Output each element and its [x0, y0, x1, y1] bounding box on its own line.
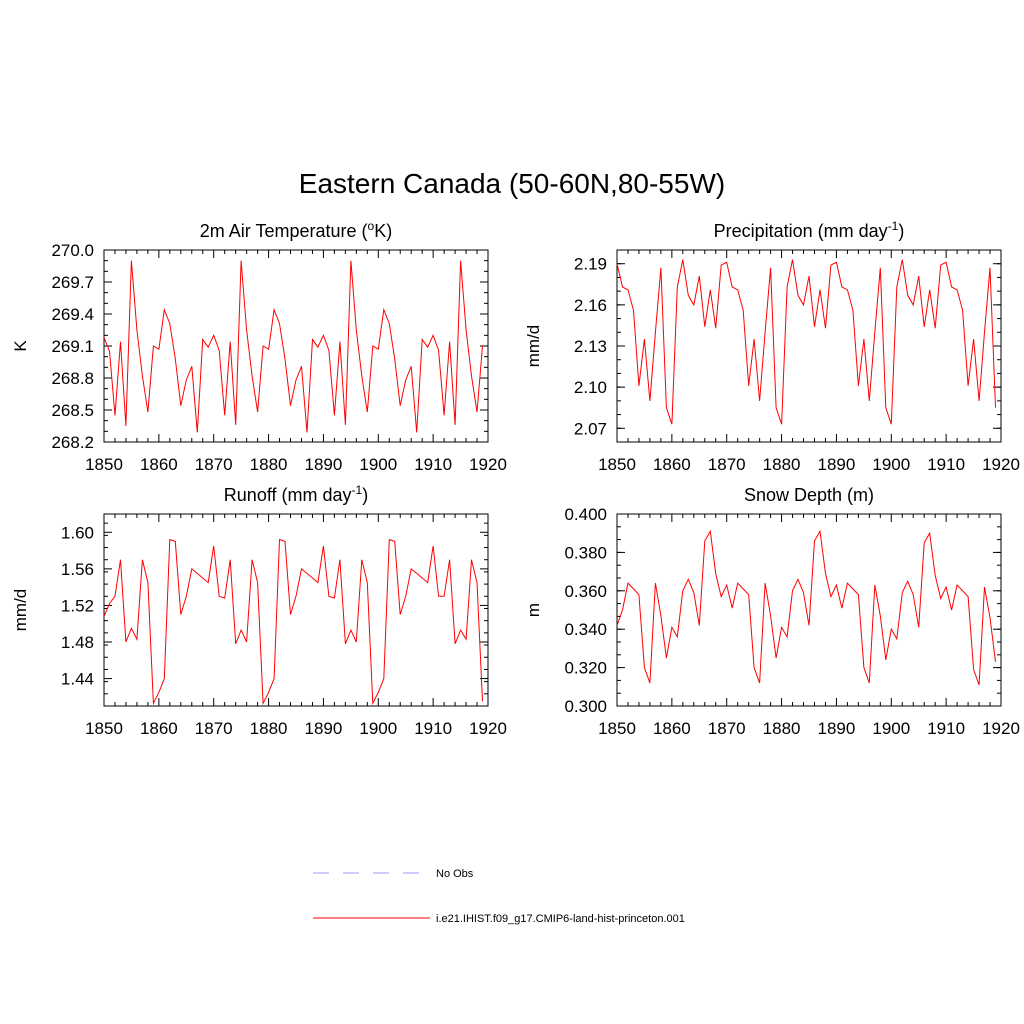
x-tick-label: 1910 — [927, 719, 965, 738]
panel-title-tail: ) — [362, 485, 368, 505]
x-tick-label: 1860 — [140, 719, 178, 738]
x-tick-label: 1880 — [250, 719, 288, 738]
x-tick-label: 1860 — [653, 719, 691, 738]
plot-frame — [616, 513, 1002, 707]
y-tick-label: 2.13 — [574, 337, 607, 356]
series-line — [616, 529, 996, 686]
x-tick-label: 1850 — [598, 455, 636, 474]
panel-title-text: Precipitation (mm day — [714, 221, 888, 241]
x-tick-label: 1920 — [469, 719, 507, 738]
panel-title: 2m Air Temperature (oK) — [200, 219, 392, 241]
x-tick-label: 1890 — [305, 719, 343, 738]
legend: No Obs i.e21.IHIST.f09_g17.CMIP6-land-his… — [313, 868, 685, 925]
y-tick-label: 269.7 — [51, 273, 94, 292]
y-tick-label: 2.19 — [574, 255, 607, 274]
x-tick-label: 1880 — [763, 719, 801, 738]
y-tick-label: 1.48 — [61, 633, 94, 652]
y-tick-label: 268.8 — [51, 369, 94, 388]
panel-title-superscript: o — [368, 219, 375, 233]
y-axis-label: m — [524, 603, 543, 617]
x-tick-label: 1890 — [305, 455, 343, 474]
series-line — [616, 259, 996, 425]
y-tick-label: 2.10 — [574, 378, 607, 397]
panel-title: Runoff (mm day-1) — [224, 483, 368, 505]
y-tick-label: 0.380 — [564, 543, 607, 562]
panel-title-tail: ) — [898, 221, 904, 241]
panel-snow-depth: Snow Depth (m) 1850 1860 1870 1880 1890 1900 19… — [524, 485, 1020, 738]
y-tick-label: 268.2 — [51, 433, 94, 452]
y-tick-label: 2.07 — [574, 419, 607, 438]
x-tick-label: 1900 — [359, 455, 397, 474]
y-tick-label: 0.300 — [564, 697, 607, 716]
x-tick-label: 1870 — [195, 719, 233, 738]
y-axis-label: mm/d — [11, 589, 30, 632]
x-tick-label: 1870 — [708, 719, 746, 738]
panel-title: Snow Depth (m) — [744, 485, 874, 505]
y-tick-label: 269.1 — [51, 337, 94, 356]
y-tick-label: 270.0 — [51, 241, 94, 260]
series-line — [103, 538, 483, 706]
x-tick-label: 1900 — [359, 719, 397, 738]
panel-title-tail: K) — [374, 221, 392, 241]
y-tick-label: 269.4 — [51, 305, 94, 324]
y-tick-label: 1.44 — [61, 670, 94, 689]
y-tick-label: 1.60 — [61, 523, 94, 542]
y-tick-label: 1.56 — [61, 560, 94, 579]
panel-precipitation: Precipitation (mm day-1) 1850 1860 1870 1880… — [524, 219, 1020, 474]
x-tick-label: 1910 — [927, 455, 965, 474]
x-tick-label: 1860 — [140, 455, 178, 474]
y-tick-label: 2.16 — [574, 296, 607, 315]
y-tick-label: 0.360 — [564, 582, 607, 601]
x-tick-label: 1890 — [818, 455, 856, 474]
x-tick-label: 1900 — [872, 719, 910, 738]
x-tick-label: 1870 — [195, 455, 233, 474]
x-tick-label: 1850 — [85, 455, 123, 474]
x-tick-label: 1850 — [85, 719, 123, 738]
y-axis-label: K — [11, 340, 30, 352]
plot-frame — [103, 513, 489, 707]
y-axis-label: mm/d — [524, 325, 543, 368]
panel-title-text: Runoff (mm day — [224, 485, 352, 505]
plot-frame — [103, 249, 489, 443]
x-tick-label: 1880 — [250, 455, 288, 474]
panel-title-text: 2m Air Temperature ( — [200, 221, 368, 241]
x-tick-label: 1870 — [708, 455, 746, 474]
panel-runoff: Runoff (mm day-1) 1850 1860 1870 1880 1890 190… — [11, 483, 507, 738]
legend-obs-label: No Obs — [436, 868, 474, 880]
x-tick-label: 1860 — [653, 455, 691, 474]
figure-title: Eastern Canada (50-60N,80-55W) — [298, 168, 726, 199]
y-tick-label: 0.400 — [564, 505, 607, 524]
x-tick-label: 1920 — [982, 719, 1020, 738]
y-tick-label: 0.340 — [564, 620, 607, 639]
x-tick-label: 1910 — [414, 455, 452, 474]
y-tick-label: 1.52 — [61, 596, 94, 615]
panel-title-superscript: -1 — [352, 483, 363, 497]
panel-title: Precipitation (mm day-1) — [714, 219, 905, 241]
panel-temperature: 2m Air Temperature (oK) 1850 1860 1870 1880 1… — [11, 219, 507, 474]
x-tick-label: 1920 — [469, 455, 507, 474]
panel-title-text: Snow Depth (m) — [744, 485, 874, 505]
x-tick-label: 1880 — [763, 455, 801, 474]
y-tick-label: 0.320 — [564, 659, 607, 678]
y-tick-label: 268.5 — [51, 401, 94, 420]
series-line — [103, 260, 483, 433]
panel-title-superscript: -1 — [888, 219, 899, 233]
x-tick-label: 1920 — [982, 455, 1020, 474]
x-tick-label: 1850 — [598, 719, 636, 738]
x-tick-label: 1900 — [872, 455, 910, 474]
legend-model-label: i.e21.IHIST.f09_g17.CMIP6-land-hist-prin… — [436, 913, 685, 925]
x-tick-label: 1910 — [414, 719, 452, 738]
x-tick-label: 1890 — [818, 719, 856, 738]
